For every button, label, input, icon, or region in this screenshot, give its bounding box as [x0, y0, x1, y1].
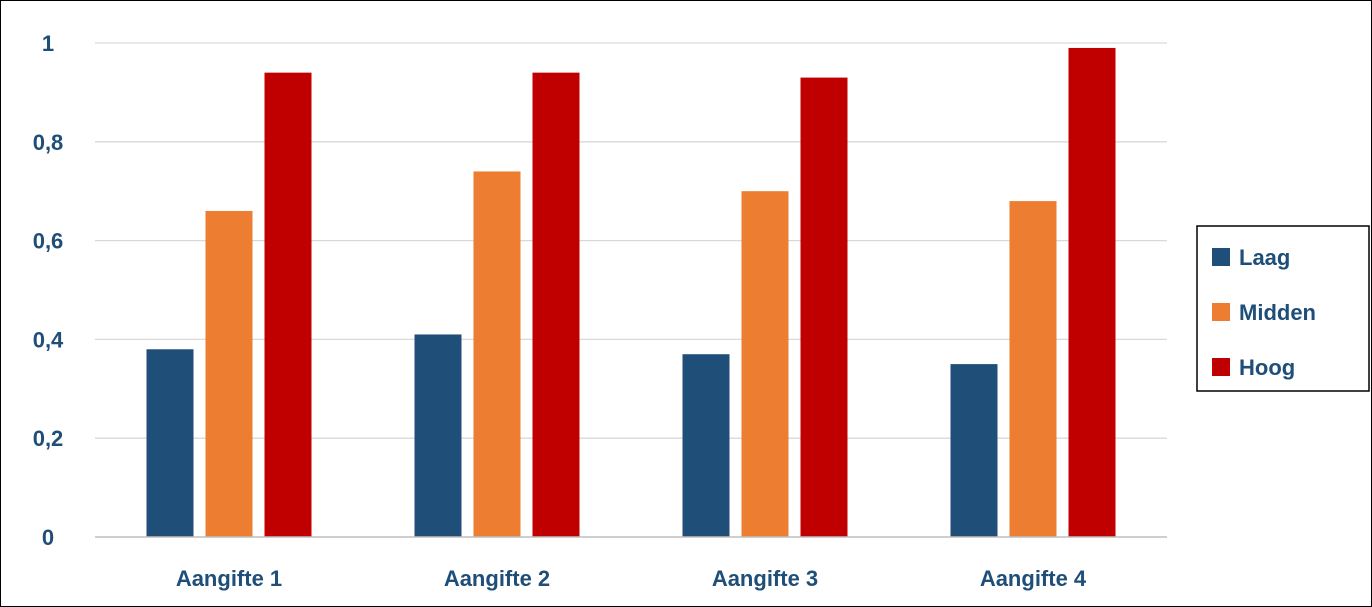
gridlines — [95, 42, 1167, 439]
legend-label-laag: Laag — [1239, 245, 1290, 270]
legend: Laag Midden Hoog — [1196, 225, 1370, 392]
x-tick-label: Aangifte 3 — [712, 566, 818, 591]
legend-label-midden: Midden — [1239, 300, 1316, 325]
bar-hoog-2 — [532, 72, 580, 537]
legend-swatch-laag — [1212, 248, 1230, 266]
bar-midden-3 — [741, 191, 789, 537]
bar-hoog-1 — [264, 72, 312, 537]
bar-midden-4 — [1009, 201, 1057, 537]
bar-midden-1 — [205, 210, 253, 537]
bar-laag-2 — [414, 334, 462, 537]
bar-laag-3 — [682, 354, 730, 537]
legend-label-hoog: Hoog — [1239, 355, 1295, 380]
legend-swatch-hoog — [1212, 358, 1230, 376]
y-tick-label: 0 — [42, 525, 54, 550]
x-tick-label: Aangifte 4 — [980, 566, 1087, 591]
bar-hoog-3 — [800, 77, 848, 537]
bar-laag-4 — [950, 364, 998, 537]
legend-swatch-midden — [1212, 303, 1230, 321]
y-tick-label: 0,2 — [33, 426, 64, 451]
y-tick-label: 0,6 — [33, 229, 64, 254]
x-tick-label: Aangifte 2 — [444, 566, 550, 591]
y-tick-label: 1 — [42, 31, 54, 56]
bar-hoog-4 — [1068, 47, 1116, 537]
bar-midden-2 — [473, 171, 521, 537]
x-tick-label: Aangifte 1 — [176, 566, 282, 591]
y-tick-label: 0,4 — [33, 327, 64, 352]
bar-laag-1 — [146, 349, 194, 537]
axes: 0 0,2 0,4 0,6 0,8 1 Aangifte 1 Aangifte 2 Aangif… — [33, 31, 1167, 591]
y-tick-label: 0,8 — [33, 130, 64, 155]
bars — [146, 47, 1116, 537]
